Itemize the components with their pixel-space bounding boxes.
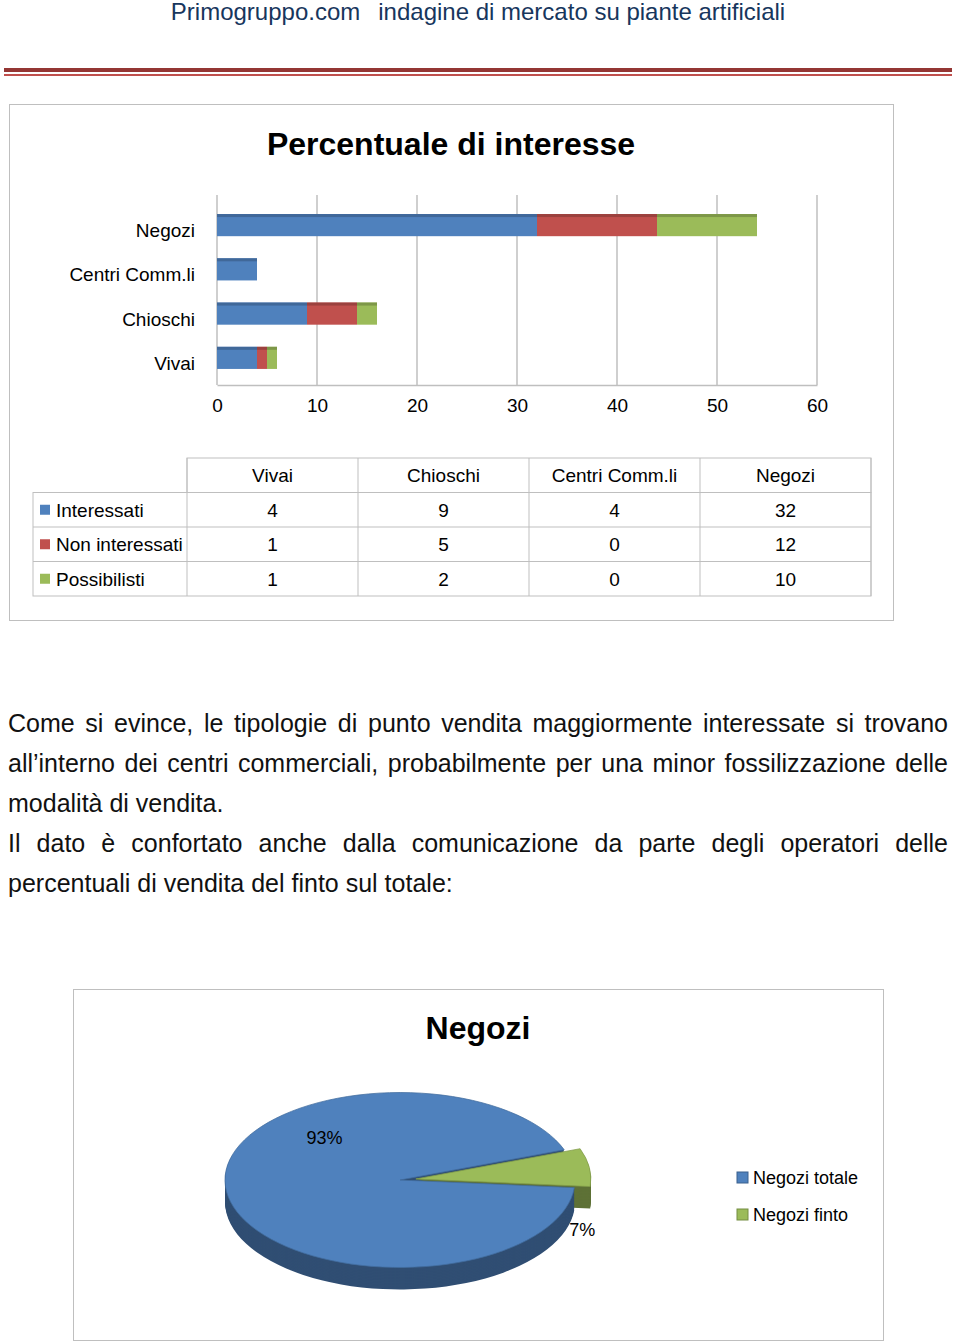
bar-top-edge	[357, 303, 377, 306]
bar	[257, 347, 267, 369]
table-cell: 0	[609, 534, 620, 555]
y-tick: Centri Comm.li	[69, 264, 195, 285]
x-tick: 10	[307, 385, 328, 416]
grid	[217, 195, 817, 385]
legend-label: Possibilisti	[56, 569, 145, 590]
legend-label: Non interessati	[56, 534, 183, 555]
table-header: Centri Comm.li	[552, 465, 678, 486]
table-header: Chioschi	[407, 465, 480, 486]
bar	[257, 258, 258, 280]
bar	[217, 258, 257, 280]
bar	[217, 214, 537, 236]
header-title: indagine di mercato su piante artificial…	[378, 0, 785, 25]
x-tick-label: 10	[307, 395, 328, 416]
x-tick: 50	[707, 385, 728, 416]
bar-top-edge	[217, 214, 537, 217]
table-cell: 1	[267, 534, 278, 555]
x-axis: 0 10 20 30 40 50 60	[212, 385, 828, 416]
bar	[357, 303, 377, 325]
x-tick: 0	[212, 385, 223, 416]
x-tick-label: 60	[807, 395, 828, 416]
data-label: 7%	[569, 1220, 595, 1240]
bar	[267, 347, 277, 369]
bar-top-edge	[657, 214, 757, 217]
table-header: Negozi	[756, 465, 815, 486]
pie	[225, 1093, 591, 1290]
header-rule	[4, 74, 952, 76]
paragraph: Il dato è confortato anche dalla comunic…	[8, 823, 948, 903]
y-tick-label: Centri Comm.li	[69, 264, 195, 285]
bar-top-edge	[217, 347, 257, 350]
bar	[217, 303, 307, 325]
table-cell: 5	[438, 534, 449, 555]
chart-title: Percentuale di interesse	[267, 126, 635, 162]
header-site: Primogruppo.com	[171, 0, 360, 25]
y-tick: Vivai	[154, 353, 195, 374]
table-line	[33, 561, 871, 562]
legend-label: Negozi finto	[753, 1205, 848, 1225]
y-tick-label: Negozi	[136, 220, 195, 241]
data-label: 93%	[306, 1128, 342, 1148]
bar-chart: Percentuale di interesse Vivai Chioschi Cen…	[10, 105, 894, 621]
legend-swatch	[40, 539, 50, 549]
bar-top-edge	[217, 303, 307, 306]
table-cell: 0	[609, 569, 620, 590]
grid-line	[816, 195, 818, 385]
chart-frame	[74, 990, 884, 1341]
y-tick: Chioschi	[122, 309, 195, 330]
table-cell: 10	[775, 569, 796, 590]
table-cell: 32	[775, 500, 796, 521]
bars	[217, 214, 757, 369]
bar-top-edge	[257, 347, 267, 350]
bar	[217, 347, 257, 369]
legend-swatch	[40, 505, 50, 515]
header: Primogruppo.com indagine di mercato su pi…	[171, 0, 785, 25]
table-cell: 2	[438, 569, 449, 590]
chart-frame	[10, 105, 894, 621]
bar	[537, 214, 657, 236]
legend-label: Interessati	[56, 500, 144, 521]
bar-top-edge	[537, 214, 657, 217]
table-header: Vivai	[252, 465, 293, 486]
body-text: Come si evince, le tipologie di punto ve…	[8, 703, 948, 903]
y-tick-label: Vivai	[154, 353, 195, 374]
table-line	[33, 527, 871, 528]
bar-top-edge	[267, 347, 277, 350]
bar	[307, 303, 357, 325]
y-axis: Vivai Chioschi Centri Comm.li Negozi	[69, 220, 195, 374]
table-cell: 1	[267, 569, 278, 590]
y-tick: Negozi	[136, 220, 195, 241]
table-cell: 4	[609, 500, 620, 521]
bar	[257, 258, 258, 280]
x-tick: 20	[407, 385, 428, 416]
data-table: Vivai Chioschi Centri Comm.li Negozi Interes…	[33, 458, 871, 596]
x-tick-label: 40	[607, 395, 628, 416]
table-cell: 4	[267, 500, 278, 521]
x-tick-label: 50	[707, 395, 728, 416]
page: Primogruppo.com indagine di mercato su pi…	[0, 0, 960, 1344]
pie-chart: Negozi 93% 7% Negozi totale Negozi finto	[74, 990, 884, 1341]
legend-swatch	[40, 574, 50, 584]
x-tick: 40	[607, 385, 628, 416]
paragraph: Come si evince, le tipologie di punto ve…	[8, 703, 948, 823]
x-tick: 60	[807, 385, 828, 416]
table-cell: 9	[438, 500, 449, 521]
bar	[657, 214, 757, 236]
bar-top-edge	[217, 258, 257, 261]
x-tick: 30	[507, 385, 528, 416]
y-tick-label: Chioschi	[122, 309, 195, 330]
table-cell: 12	[775, 534, 796, 555]
bar-top-edge	[307, 303, 357, 306]
table-border	[33, 493, 871, 597]
x-tick-label: 0	[212, 395, 223, 416]
chart-title: Negozi	[426, 1010, 531, 1046]
legend-swatch	[737, 1209, 748, 1220]
slice	[416, 1149, 591, 1187]
legend-swatch	[737, 1172, 748, 1183]
header-rule	[4, 68, 952, 72]
x-tick-label: 30	[507, 395, 528, 416]
x-tick-label: 20	[407, 395, 428, 416]
x-axis-line	[218, 385, 818, 387]
legend-label: Negozi totale	[753, 1168, 858, 1188]
